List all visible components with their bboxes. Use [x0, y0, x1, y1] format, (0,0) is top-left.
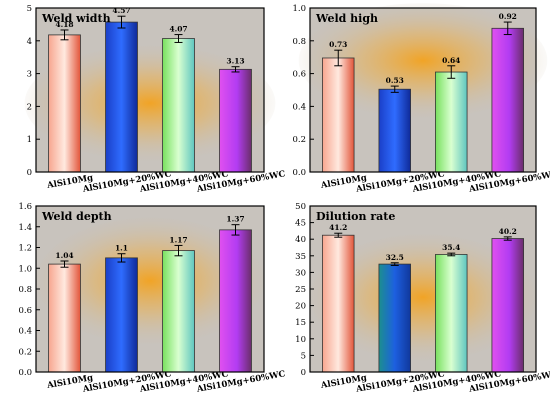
data-label: 0.73 [329, 40, 347, 49]
y-tick-label: 5 [301, 351, 306, 361]
bar [105, 21, 138, 173]
plot-glow [24, 45, 276, 161]
y-tick-label: 10 [295, 335, 306, 345]
plot-frame [309, 7, 537, 173]
y-tick-label: 45 [295, 219, 306, 229]
y-tick-label: 0.4 [292, 102, 306, 112]
y-tick-label: 0.6 [18, 306, 32, 316]
plot-glow [298, 3, 548, 118]
data-label: 40.2 [499, 227, 517, 236]
error-bar [447, 65, 456, 79]
y-tick-label: 0.0 [18, 368, 32, 378]
y-tick-label: 5 [27, 4, 32, 14]
plot-frame [309, 205, 537, 373]
chart-title: Weld high [315, 12, 378, 25]
y-tick-label: 20 [295, 302, 306, 312]
bar [105, 257, 138, 373]
error-bar [231, 224, 240, 236]
y-tick-label: 0 [27, 168, 32, 178]
bar [219, 229, 252, 373]
bar [435, 71, 468, 173]
data-label: 0.92 [499, 12, 517, 21]
chart-panel-3: 0.00.20.40.60.81.01.21.41.61.04AlSi10Mg1… [18, 202, 286, 395]
y-tick-label: 0.6 [292, 70, 306, 80]
y-tick-label: 40 [295, 235, 306, 245]
error-bar [117, 253, 126, 263]
y-tick-label: 0.8 [18, 285, 32, 295]
data-label: 4.18 [55, 20, 73, 29]
data-label: 0.53 [386, 76, 404, 85]
y-tick-label: 0.0 [292, 168, 306, 178]
y-tick-label: 0.2 [18, 347, 32, 357]
chart-panel-1: 0123454.18AlSi10Mg4.57AlSi10Mg+20%WC4.07… [24, 4, 286, 195]
error-bar [334, 232, 343, 238]
y-tick-label: 1 [27, 135, 32, 145]
y-tick-label: 0.8 [292, 37, 306, 47]
bar [435, 254, 468, 373]
chart-title: Weld width [41, 12, 111, 25]
error-bar [117, 15, 126, 29]
data-label: 0.64 [442, 56, 460, 65]
y-tick-label: 30 [295, 268, 306, 278]
bar [491, 27, 524, 173]
y-tick-label: 1.2 [18, 244, 32, 254]
chart-panel-4: 0510152025303540455041.2AlSi10Mg32.5AlSi… [295, 202, 550, 395]
y-tick-label: 0 [301, 368, 306, 378]
error-bar [174, 34, 183, 43]
bar [378, 88, 411, 173]
plot-glow [310, 234, 536, 361]
y-tick-label: 1.0 [18, 264, 32, 274]
bar [378, 263, 411, 373]
chart-title: Dilution rate [316, 210, 395, 223]
data-label: 1.37 [226, 215, 244, 224]
data-label: 4.57 [112, 6, 130, 15]
y-tick-label: 1.6 [18, 202, 32, 212]
y-tick-label: 50 [295, 202, 306, 212]
y-tick-label: 3 [27, 70, 32, 80]
data-label: 1.04 [55, 251, 73, 260]
bar [162, 250, 195, 373]
error-bar [390, 262, 399, 266]
data-label: 3.13 [226, 57, 244, 66]
y-tick-label: 2 [27, 102, 32, 112]
error-bar [447, 252, 456, 257]
bar [162, 38, 195, 173]
data-label: 1.1 [115, 244, 128, 253]
bar [48, 263, 81, 373]
bar [322, 57, 355, 173]
data-label: 4.07 [169, 25, 187, 34]
data-label: 41.2 [329, 223, 347, 232]
y-tick-label: 1.0 [292, 4, 306, 14]
y-tick-label: 4 [27, 37, 32, 47]
plot-glow [36, 217, 264, 344]
bar [491, 238, 524, 373]
error-bar [60, 260, 69, 268]
error-bar [503, 236, 512, 241]
data-label: 35.4 [442, 243, 460, 252]
error-bar [60, 29, 69, 41]
error-bar [334, 49, 343, 67]
error-bar [390, 85, 399, 93]
plot-frame [35, 7, 265, 173]
data-label: 32.5 [386, 253, 404, 262]
bar [48, 34, 81, 173]
y-tick-label: 35 [295, 252, 306, 262]
bar [219, 68, 252, 173]
error-bar [503, 21, 512, 36]
y-tick-label: 25 [295, 285, 306, 295]
y-tick-label: 1.4 [18, 223, 32, 233]
y-tick-label: 0.2 [292, 135, 306, 145]
chart-panel-2: 0.00.20.40.60.81.00.73AlSi10Mg0.53AlSi10… [292, 3, 550, 195]
error-bar [231, 66, 240, 73]
data-label: 1.17 [169, 235, 187, 244]
plot-frame [35, 205, 265, 373]
y-tick-label: 0.4 [18, 327, 32, 337]
bar [322, 234, 355, 373]
error-bar [174, 244, 183, 257]
chart-title: Weld depth [41, 210, 112, 223]
y-tick-label: 15 [295, 318, 306, 328]
